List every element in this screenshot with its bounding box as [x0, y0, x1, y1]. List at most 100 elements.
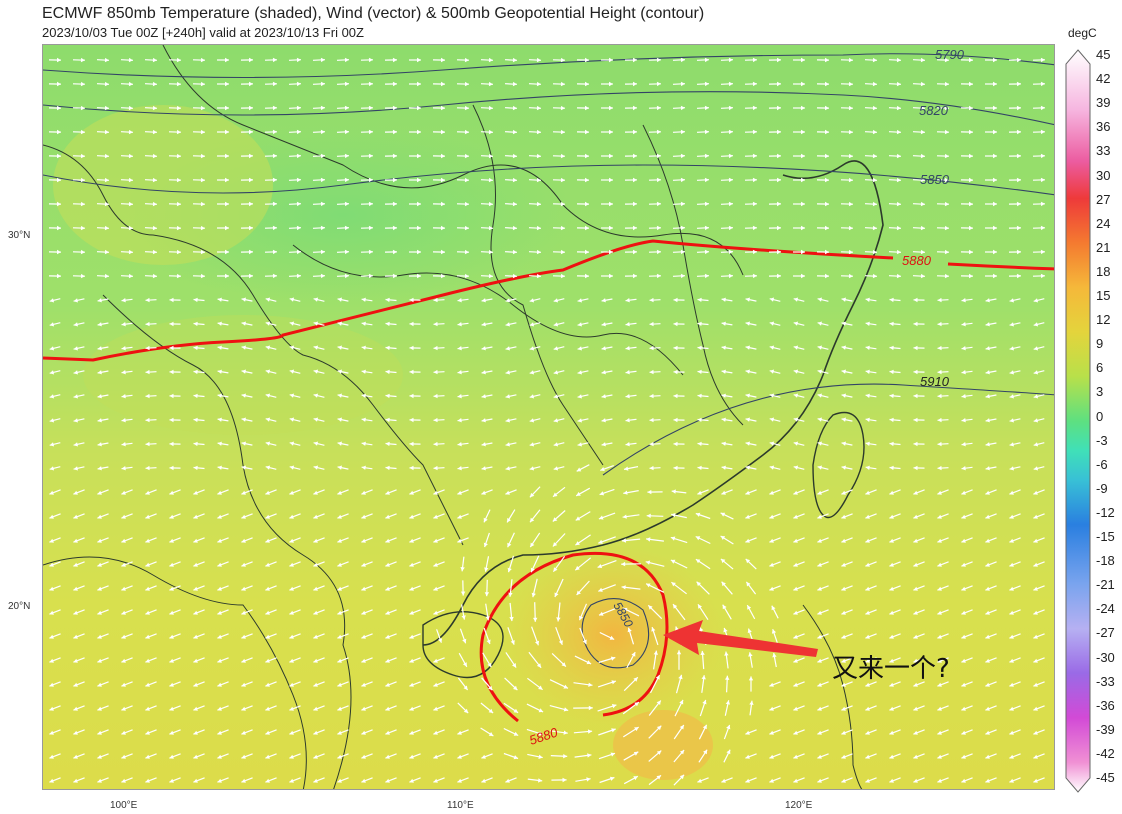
- wind-arrowhead: [817, 297, 822, 302]
- wind-arrowhead: [841, 321, 846, 326]
- wind-arrowhead: [937, 321, 942, 327]
- wind-arrowhead: [536, 201, 541, 207]
- weather-map[interactable]: 5790 5820 5850 5880 5910 5880 5850: [42, 44, 1055, 790]
- wind-arrowhead: [289, 321, 295, 326]
- wind-arrowhead: [777, 81, 781, 87]
- wind-arrowhead: [985, 394, 990, 399]
- wind-arrowhead: [361, 441, 366, 446]
- wind-arrowhead: [656, 225, 661, 231]
- colorbar-tick: 6: [1096, 360, 1104, 376]
- wind-arrowhead: [73, 754, 78, 759]
- wind-arrowhead: [241, 610, 246, 615]
- wind-arrowhead: [241, 682, 246, 687]
- wind-arrowhead: [313, 562, 318, 567]
- wind-arrowhead: [296, 273, 301, 279]
- wind-arrowhead: [648, 605, 653, 610]
- wind-arrowhead: [560, 273, 565, 279]
- wind-arrowhead: [145, 562, 150, 567]
- wind-arrowhead: [745, 465, 750, 470]
- wind-arrowhead: [586, 660, 592, 665]
- wind-arrowhead: [507, 567, 512, 573]
- wind-arrowhead: [249, 129, 253, 135]
- wind-arrowhead: [441, 225, 445, 231]
- wind-arrowhead: [704, 105, 709, 111]
- wind-arrowhead: [576, 491, 581, 496]
- wind-arrowhead: [409, 417, 414, 423]
- wind-arrowhead: [889, 321, 894, 327]
- wind-arrowhead: [627, 627, 632, 633]
- wind-arrowhead: [889, 538, 894, 543]
- wind-arrowhead: [793, 321, 799, 326]
- wind-arrowhead: [985, 514, 990, 519]
- wind-arrowhead: [385, 754, 390, 759]
- wind-arrowhead: [793, 393, 799, 398]
- wind-arrowhead: [645, 560, 651, 565]
- wind-arrowhead: [646, 537, 651, 542]
- wind-arrowhead: [464, 201, 469, 207]
- wind-arrowhead: [121, 730, 126, 735]
- wind-arrowhead: [121, 370, 126, 375]
- wind-arrowhead: [777, 249, 781, 255]
- wind-arrowhead: [512, 177, 517, 183]
- wind-arrowhead: [121, 322, 126, 327]
- wind-arrowhead: [752, 57, 757, 63]
- colorbar-tick: 9: [1096, 336, 1104, 352]
- wind-arrowhead: [825, 81, 829, 87]
- wind-arrowhead: [433, 682, 438, 687]
- wind-arrowhead: [121, 778, 126, 783]
- wind-arrowhead: [217, 706, 222, 711]
- wind-arrowhead: [529, 346, 535, 351]
- wind-arrowhead: [1016, 57, 1021, 63]
- wind-arrowhead: [673, 345, 678, 351]
- wind-arrowhead: [488, 81, 493, 87]
- wind-arrowhead: [193, 369, 198, 375]
- wind-arrowhead: [944, 249, 949, 255]
- wind-arrowhead: [985, 610, 990, 615]
- wind-arrowhead: [872, 225, 877, 231]
- wind-arrowhead: [585, 177, 589, 183]
- wind-arrowhead: [585, 153, 589, 159]
- wind-arrowhead: [937, 369, 942, 375]
- label-5910: 5910: [920, 374, 950, 389]
- wind-arrowhead: [481, 298, 486, 303]
- wind-arrowhead: [193, 297, 198, 303]
- wind-arrowhead: [553, 567, 558, 572]
- wind-arrowhead: [865, 417, 870, 422]
- wind-arrowhead: [680, 153, 685, 159]
- colorbar-tick: 33: [1096, 143, 1111, 159]
- wind-arrowhead: [1033, 490, 1038, 495]
- wind-arrowhead: [825, 249, 829, 255]
- wind-arrowhead: [337, 706, 342, 711]
- wind-arrowhead: [409, 369, 414, 375]
- colorbar-tick: -12: [1096, 504, 1115, 520]
- wind-arrowhead: [344, 81, 349, 87]
- wind-arrowhead: [464, 225, 469, 231]
- wind-arrowhead: [698, 604, 702, 609]
- wind-arrowhead: [313, 393, 319, 398]
- wind-arrowhead: [601, 322, 606, 327]
- wind-arrowhead: [673, 369, 678, 375]
- wind-arrowhead: [769, 682, 774, 687]
- wind-arrowhead: [265, 682, 270, 687]
- contour-5820: [43, 91, 1054, 126]
- wind-arrowhead: [920, 201, 925, 207]
- wind-arrowhead: [622, 514, 627, 519]
- wind-arrowhead: [701, 675, 706, 680]
- wind-arrowhead: [536, 273, 541, 279]
- wind-arrowhead: [225, 105, 229, 111]
- wind-arrowhead: [392, 249, 397, 255]
- wind-arrowhead: [562, 777, 567, 783]
- wind-arrowhead: [409, 393, 414, 399]
- wind-arrowhead: [1033, 466, 1039, 471]
- wind-arrowhead: [944, 129, 949, 135]
- wind-arrowhead: [249, 81, 253, 87]
- wind-arrowhead: [417, 153, 421, 159]
- wind-arrowhead: [817, 321, 822, 326]
- wind-arrowhead: [704, 153, 709, 159]
- wind-arrowhead: [872, 81, 877, 87]
- wind-arrowhead: [801, 105, 805, 111]
- wind-arrowhead: [1033, 754, 1038, 759]
- wind-arrowhead: [769, 538, 774, 543]
- wind-arrowhead: [944, 153, 949, 159]
- wind-arrowhead: [530, 517, 535, 523]
